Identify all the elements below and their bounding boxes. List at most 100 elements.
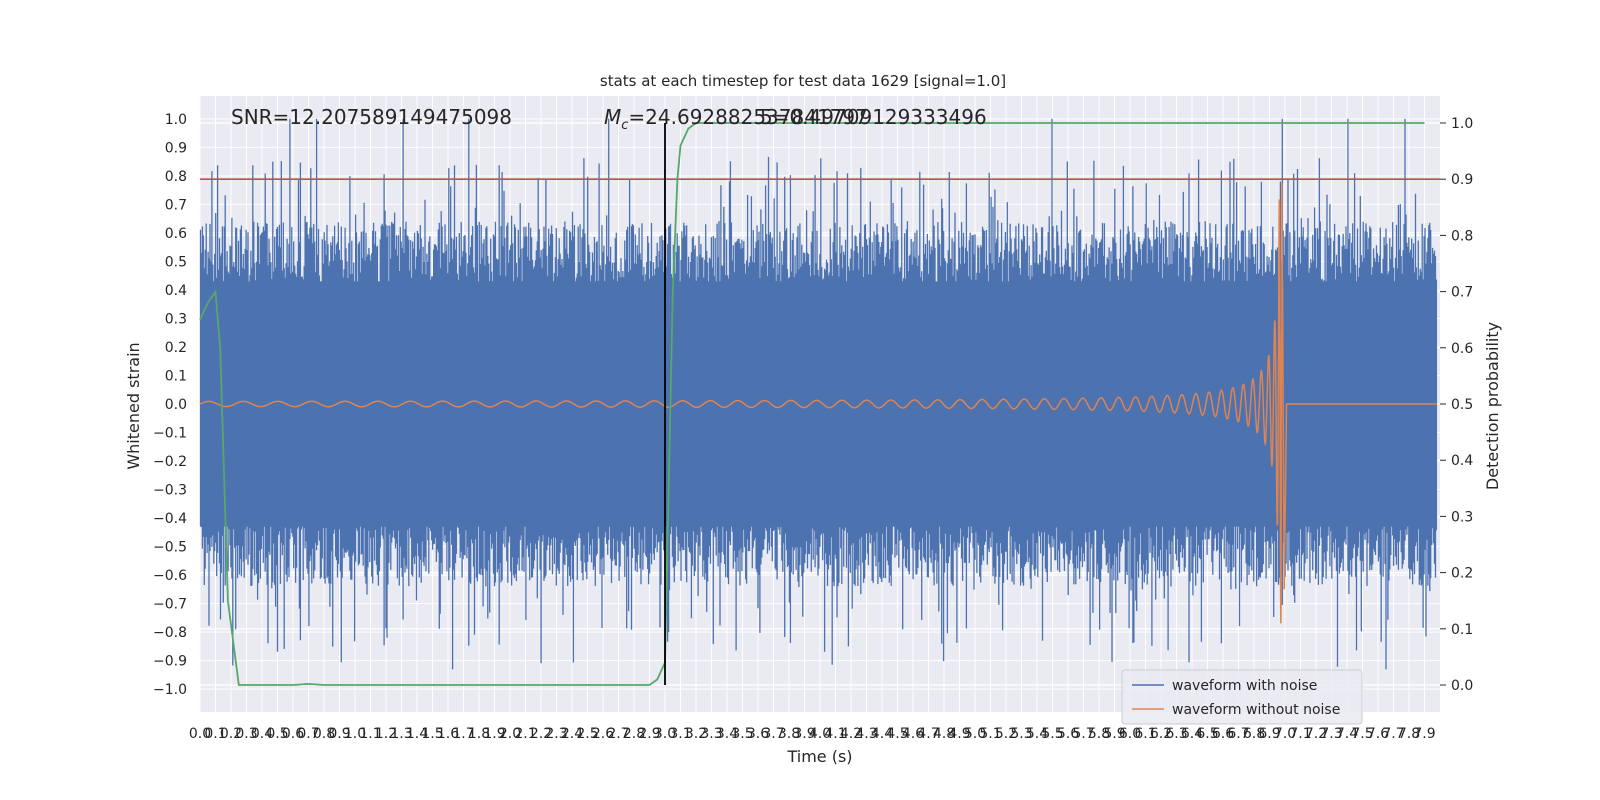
x-tick-label: 0.4 [251, 726, 273, 742]
right-y-tick-label: 0.1 [1451, 622, 1473, 638]
left-y-tick-label: 0.4 [165, 283, 187, 299]
left-y-tick-label: 0.8 [165, 169, 187, 185]
x-tick-label: 5.2 [995, 726, 1017, 742]
left-y-tick-label: −0.7 [153, 597, 187, 613]
x-tick-label: 5.6 [1057, 726, 1079, 742]
x-tick-label: 0.7 [297, 726, 319, 742]
x-tick-label: 1.0 [344, 726, 366, 742]
overlap-annotation: 5=0.49709129333496 [760, 105, 987, 129]
right-y-axis-label: Detection probability [1483, 322, 1502, 490]
right-y-tick-label: 0.4 [1451, 453, 1473, 469]
x-tick-label: 1.3 [390, 726, 412, 742]
right-y-tick-label: 0.2 [1451, 566, 1473, 582]
x-tick-label: 7.0 [1274, 726, 1296, 742]
left-y-tick-label: −0.3 [153, 483, 187, 499]
x-tick-label: 5.1 [979, 726, 1001, 742]
x-tick-label: 7.2 [1305, 726, 1327, 742]
detection-probability-line [199, 122, 1425, 686]
x-tick-label: 4.0 [809, 726, 831, 742]
left-y-tick-label: −0.4 [153, 511, 187, 527]
left-y-tick-label: −0.5 [153, 540, 187, 556]
x-tick-label: 4.4 [871, 726, 893, 742]
left-y-tick-label: 1.0 [165, 112, 187, 128]
x-tick-label: 7.9 [1413, 726, 1435, 742]
x-tick-label: 0.5 [266, 726, 288, 742]
x-tick-label: 0.9 [328, 726, 350, 742]
left-y-tick-label: 0.1 [165, 368, 187, 384]
x-tick-label: 6.3 [1165, 726, 1187, 742]
left-y-tick-label: −0.1 [153, 426, 187, 442]
x-tick-label: 1.1 [359, 726, 381, 742]
x-tick-label: 0.0 [189, 726, 211, 742]
left-y-tick-label: 0.6 [165, 226, 187, 242]
x-tick-label: 0.3 [235, 726, 257, 742]
x-tick-label: 2.0 [499, 726, 521, 742]
left-y-tick-label: 0.2 [165, 340, 187, 356]
x-tick-label: 2.6 [592, 726, 614, 742]
x-tick-label: 3.4 [716, 726, 738, 742]
left-y-tick-label: 0.5 [165, 254, 187, 270]
x-tick-label: 1.4 [406, 726, 428, 742]
x-tick-label: 3.6 [747, 726, 769, 742]
x-tick-label: 3.2 [685, 726, 707, 742]
legend-label-clean: waveform without noise [1172, 702, 1340, 718]
x-tick-label: 3.9 [793, 726, 815, 742]
waveform-without-noise-line [199, 184, 1437, 624]
x-tick-label: 5.0 [964, 726, 986, 742]
x-tick-label: 2.3 [545, 726, 567, 742]
x-tick-label: 3.3 [700, 726, 722, 742]
x-tick-label: 6.4 [1181, 726, 1203, 742]
x-tick-label: 1.2 [375, 726, 397, 742]
x-tick-label: 7.6 [1367, 726, 1389, 742]
right-y-tick-label: 0.0 [1451, 678, 1473, 694]
x-tick-label: 7.8 [1398, 726, 1420, 742]
x-tick-label: 1.6 [437, 726, 459, 742]
x-tick-label: 6.9 [1258, 726, 1280, 742]
x-tick-label: 4.8 [933, 726, 955, 742]
left-y-tick-label: 0.7 [165, 197, 187, 213]
x-tick-label: 5.8 [1088, 726, 1110, 742]
right-y-tick-label: 0.5 [1451, 397, 1473, 413]
x-tick-labels: 0.00.10.20.30.40.50.60.70.80.91.01.11.21… [189, 726, 1436, 742]
right-y-tick-label: 0.6 [1451, 341, 1473, 357]
left-y-tick-label: −0.8 [153, 625, 187, 641]
left-y-tick-label: −1.0 [153, 682, 187, 698]
left-y-axis-label: Whitened strain [124, 342, 143, 469]
left-y-tick-label: 0.9 [165, 140, 187, 156]
x-tick-label: 3.5 [731, 726, 753, 742]
x-tick-label: 6.1 [1134, 726, 1156, 742]
x-tick-label: 1.9 [483, 726, 505, 742]
x-tick-label: 1.7 [452, 726, 474, 742]
x-tick-label: 4.2 [840, 726, 862, 742]
x-tick-label: 2.1 [514, 726, 536, 742]
left-y-tick-label: −0.9 [153, 654, 187, 670]
x-tick-label: 3.0 [654, 726, 676, 742]
x-tick-label: 6.2 [1150, 726, 1172, 742]
x-tick-label: 6.7 [1227, 726, 1249, 742]
x-tick-label: 7.5 [1351, 726, 1373, 742]
x-tick-label: 2.9 [638, 726, 660, 742]
x-tick-label: 3.1 [669, 726, 691, 742]
x-tick-label: 2.7 [607, 726, 629, 742]
legend: waveform with noise waveform without noi… [1121, 669, 1363, 725]
x-tick-label: 3.8 [778, 726, 800, 742]
x-tick-label: 5.7 [1072, 726, 1094, 742]
x-tick-label: 2.2 [530, 726, 552, 742]
left-y-tick-label: 0.0 [165, 397, 187, 413]
x-tick-label: 3.7 [762, 726, 784, 742]
chart-title: stats at each timestep for test data 162… [600, 72, 1006, 90]
mc-annotation: Mc=24.692882537841797 [604, 105, 868, 133]
x-tick-label: 2.8 [623, 726, 645, 742]
right-y-tick-label: 0.9 [1451, 172, 1473, 188]
x-tick-label: 2.5 [576, 726, 598, 742]
x-axis-label: Time (s) [786, 747, 852, 766]
legend-label-noise: waveform with noise [1172, 678, 1317, 694]
x-tick-label: 0.8 [313, 726, 335, 742]
x-tick-label: 5.5 [1041, 726, 1063, 742]
left-y-tick-label: −0.6 [153, 568, 187, 584]
x-tick-label: 7.4 [1336, 726, 1358, 742]
x-tick-label: 7.3 [1320, 726, 1342, 742]
x-tick-label: 4.3 [855, 726, 877, 742]
x-tick-label: 1.5 [421, 726, 443, 742]
